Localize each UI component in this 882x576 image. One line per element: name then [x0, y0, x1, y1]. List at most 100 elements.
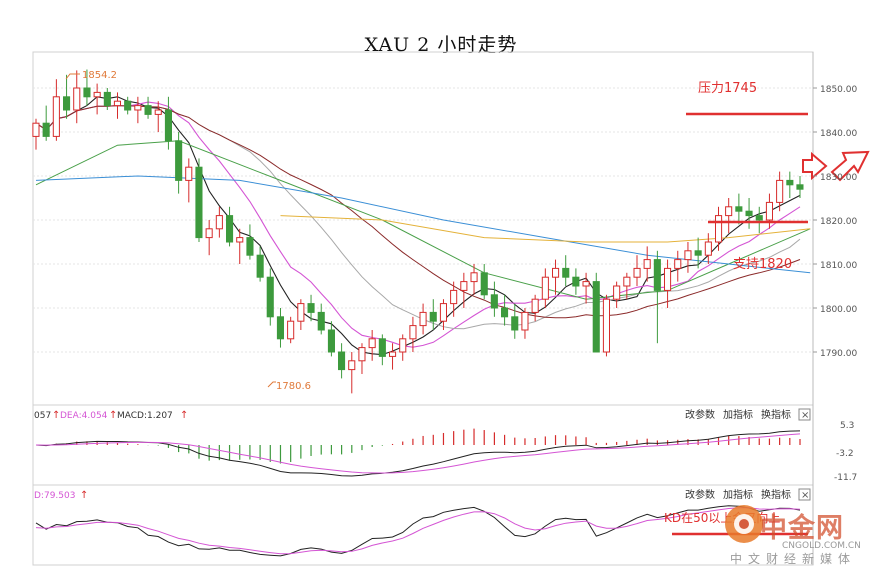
candle-body-0 [32, 122, 40, 137]
candle-body-63 [674, 259, 682, 269]
ma250-line [280, 215, 811, 243]
low-annotation: 1780.6 [267, 381, 311, 392]
candle-body-30 [338, 351, 346, 371]
candle-body-26 [297, 303, 305, 322]
candle-body-44 [480, 272, 488, 296]
candle-body-51 [552, 267, 560, 278]
high-label: 1854.2 [82, 70, 117, 81]
y-tick-label-1800: 1800.00 [820, 305, 857, 315]
candle-body-45 [490, 294, 498, 309]
candle-body-23 [266, 276, 274, 318]
y-tick-label-1850: 1850.00 [820, 85, 857, 95]
kd-add-button[interactable]: 加指标 [723, 488, 753, 501]
candle-body-75 [796, 184, 804, 190]
macd-add-button[interactable]: 加指标 [723, 408, 753, 421]
candle-body-1 [42, 122, 50, 137]
resistance-label: 压力1745 [698, 81, 757, 96]
support-annotation: 支持1820 [708, 220, 808, 272]
ma20-line [35, 105, 801, 330]
macd-toolbar: 改参数 加指标 换指标 × [685, 408, 811, 421]
candle-body-2 [52, 96, 60, 137]
y-tick-label-1810: 1810.00 [820, 261, 857, 271]
candle-body-9 [124, 100, 132, 111]
candle-body-40 [439, 303, 447, 322]
candle-body-70 [745, 210, 753, 217]
candle-body-28 [317, 311, 325, 331]
candle-body-16 [195, 166, 203, 239]
watermark-url: CNGOLD.COM.CN [782, 541, 861, 551]
kd-params-button[interactable]: 改参数 [685, 488, 715, 501]
candle-body-31 [348, 360, 356, 371]
macd-legend: 057 ↑ DEA:4.054 ↑ MACD:1.207 ↑ [34, 410, 188, 421]
candle-body-3 [63, 96, 71, 111]
candle-body-20 [236, 237, 244, 243]
kd-indicator [35, 505, 801, 557]
candle-body-32 [358, 347, 366, 362]
candle-body-17 [205, 228, 213, 239]
candle-body-27 [307, 303, 315, 313]
candle-body-4 [73, 87, 81, 111]
y-tick-label-1820: 1820.00 [820, 217, 857, 227]
macd-dif-label: 057 [34, 411, 51, 421]
candle-body-6 [93, 91, 101, 98]
candle-body-36 [399, 338, 407, 353]
candle-body-64 [684, 250, 692, 261]
candle-body-49 [531, 298, 539, 313]
candle-body-61 [653, 259, 661, 291]
macd-params-button[interactable]: 改参数 [685, 408, 715, 421]
candle-body-7 [103, 91, 111, 107]
candle-body-73 [776, 179, 784, 203]
high-annotation: 1854.2 [65, 70, 117, 81]
macd-switch-button[interactable]: 换指标 [761, 408, 791, 421]
candle-body-62 [664, 267, 672, 291]
kd-switch-button[interactable]: 换指标 [761, 488, 791, 501]
macd-close-glyph: × [801, 410, 809, 421]
ma30-line [35, 105, 801, 319]
resistance-annotation: 压力1745 [686, 81, 808, 116]
candle-body-19 [226, 215, 234, 243]
y-tick-label-1840: 1840.00 [820, 129, 857, 139]
ma5-line [35, 96, 801, 356]
macd-y-ticks: 5.3 -3.2 -11.7 [834, 421, 857, 483]
candle-body-34 [378, 338, 386, 357]
macd-arrow-icon-3: ↑ [180, 410, 188, 421]
candle-body-71 [755, 215, 763, 221]
candle-body-48 [521, 311, 529, 331]
candle-body-60 [643, 259, 651, 269]
candle-body-24 [276, 316, 284, 340]
moving-averages [35, 96, 811, 356]
candle-body-39 [429, 311, 437, 322]
kd-close-glyph: × [801, 490, 809, 501]
support-label: 支持1820 [733, 257, 792, 272]
candle-body-46 [501, 307, 509, 318]
macd-tick-mid: -3.2 [836, 449, 854, 459]
kd-arrow-icon: ↑ [80, 490, 88, 501]
price-y-ticks: 1790.00 1800.00 1810.00 1820.00 1830.00 1840.… [813, 85, 857, 359]
candle-body-8 [113, 100, 122, 107]
candle-body-22 [256, 254, 264, 278]
candle-body-35 [389, 351, 397, 357]
watermark-name: 中金网 [760, 513, 844, 544]
macd-tick-top: 5.3 [840, 421, 854, 431]
candle-body-37 [409, 325, 417, 340]
macd-close-icon[interactable] [798, 408, 811, 421]
candle-body-43 [470, 272, 478, 283]
candle-body-58 [623, 276, 631, 287]
macd-indicator [35, 428, 801, 477]
macd-dif-line [35, 430, 801, 477]
cngold-logo-icon [725, 505, 763, 543]
kd-close-icon[interactable] [798, 488, 811, 501]
candle-body-50 [541, 276, 549, 300]
macd-tick-bottom: -11.7 [834, 473, 857, 483]
candle-body-15 [185, 166, 193, 181]
candle-body-47 [511, 316, 519, 331]
candle-body-21 [246, 237, 254, 256]
arrow-large-icon [830, 150, 870, 182]
candle-body-52 [562, 267, 570, 278]
candle-body-11 [144, 105, 152, 115]
candle-body-54 [582, 281, 590, 287]
candle-body-56 [602, 298, 611, 353]
arrow-icons [802, 150, 870, 182]
ma120-line [35, 175, 811, 274]
